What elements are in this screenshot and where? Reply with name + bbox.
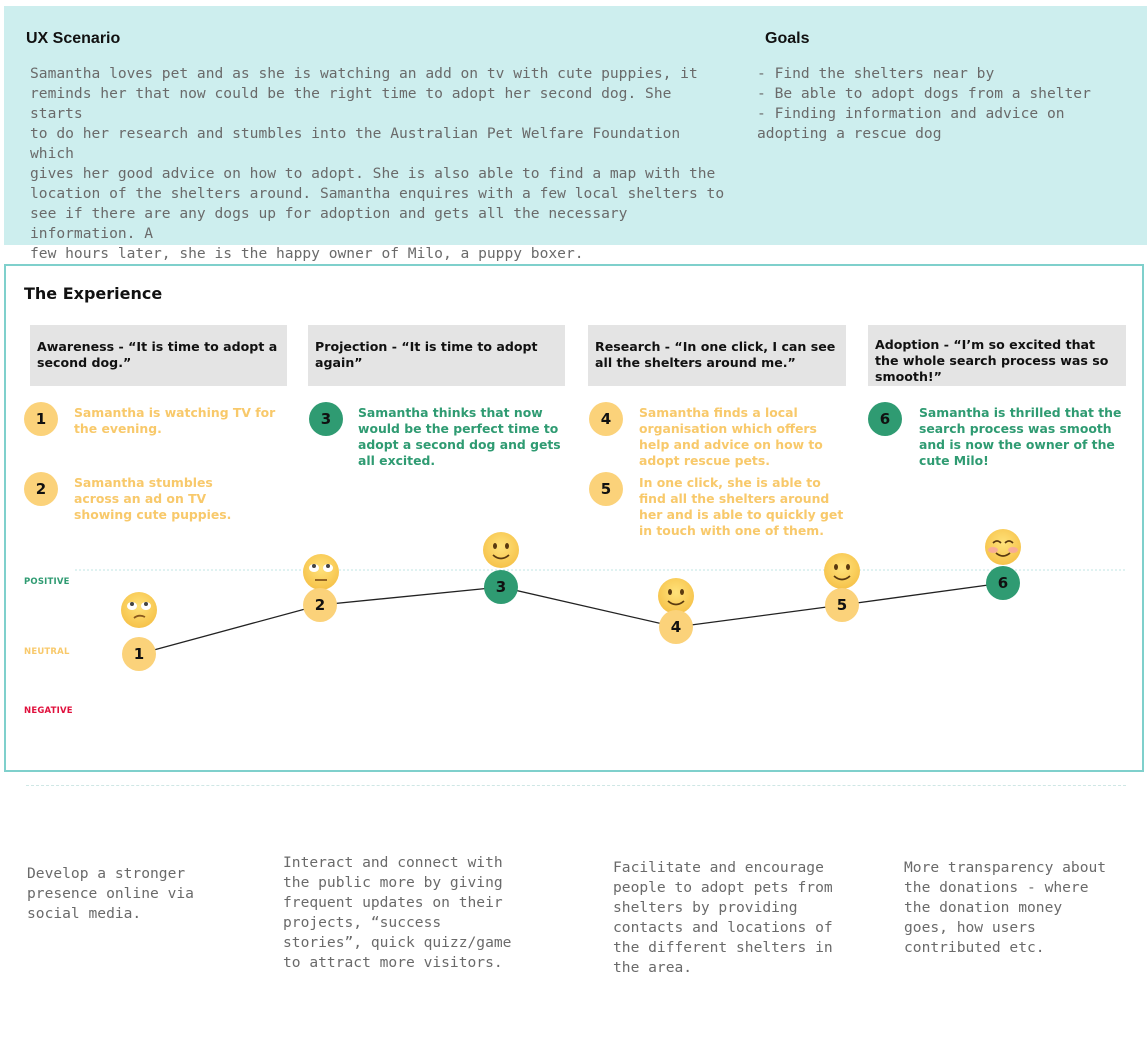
journey-point-3: 3 [484,570,518,604]
journey-point-1: 1 [122,637,156,671]
goals-list: - Find the shelters near by - Be able to… [757,64,1137,144]
divider [26,785,1126,786]
step-text-1: Samantha is watching TV for the evening. [74,405,276,436]
phase-projection: Projection - “It is time to adopt again” [308,325,565,386]
phase-adoption: Adoption - “I’m so excited that the whol… [868,325,1126,386]
recommendation-2: Interact and connect with the public mor… [283,854,512,971]
goals-title: Goals [765,30,810,47]
phase-awareness: Awareness - “It is time to adopt a secon… [30,325,287,386]
experience-title: The Experience [24,284,163,303]
smile-icon [658,578,694,614]
scenario-line: location of the shelters around. Samanth… [30,185,725,202]
level-negative: NEGATIVE [24,706,73,716]
level-neutral: NEUTRAL [24,647,70,657]
eye-roll-icon [303,554,339,590]
journey-point-5: 5 [825,588,859,622]
step-text-6: Samantha is thrilled that the search pro… [919,405,1122,468]
step-badge-6: 6 [868,402,902,436]
smile-icon [483,532,519,568]
scenario-line: to do her research and stumbles into the… [30,125,681,162]
phase-research: Research - “In one click, I can see all … [588,325,846,386]
experience-panel [4,264,1144,772]
goal-item: - Be able to adopt dogs from a shelter [757,85,1091,102]
scenario-line: few hours later, she is the happy owner … [30,245,584,262]
step-badge-5: 5 [589,472,623,506]
journey-line [138,582,1004,655]
recommendation-1: Develop a stronger presence online via s… [27,865,194,922]
scenario-line: reminds her that now could be the right … [30,85,672,122]
scenario-line: Samantha loves pet and as she is watchin… [30,65,698,82]
step-text-3: Samantha thinks that now would be the pe… [358,405,561,468]
step-badge-3: 3 [309,402,343,436]
goal-item: - Find the shelters near by [757,65,995,82]
scenario-text: Samantha loves pet and as she is watchin… [30,64,730,264]
step-badge-4: 4 [589,402,623,436]
journey-point-2: 2 [303,588,337,622]
goal-item: adopting a rescue dog [757,125,942,142]
ux-scenario-panel [4,6,1147,245]
step-badge-1: 1 [24,402,58,436]
eye-roll-icon [121,592,157,628]
goal-item: - Finding information and advice on [757,105,1065,122]
journey-point-6: 6 [986,566,1020,600]
scenario-line: see if there are any dogs up for adoptio… [30,205,628,242]
step-text-5: In one click, she is able to find all th… [639,475,844,538]
journey-point-4: 4 [659,610,693,644]
level-positive: POSITIVE [24,577,70,587]
step-badge-2: 2 [24,472,58,506]
step-text-2: Samantha stumbles across an ad on TV sho… [74,475,232,522]
scenario-line: gives her good advice on how to adopt. S… [30,165,716,182]
recommendation-3: Facilitate and encourage people to adopt… [613,859,833,976]
step-text-4: Samantha finds a local organisation whic… [639,405,823,468]
smile-icon [824,553,860,589]
blush-icon [985,529,1021,565]
recommendation-4: More transparency about the donations - … [904,859,1107,956]
scenario-title: UX Scenario [26,30,121,47]
